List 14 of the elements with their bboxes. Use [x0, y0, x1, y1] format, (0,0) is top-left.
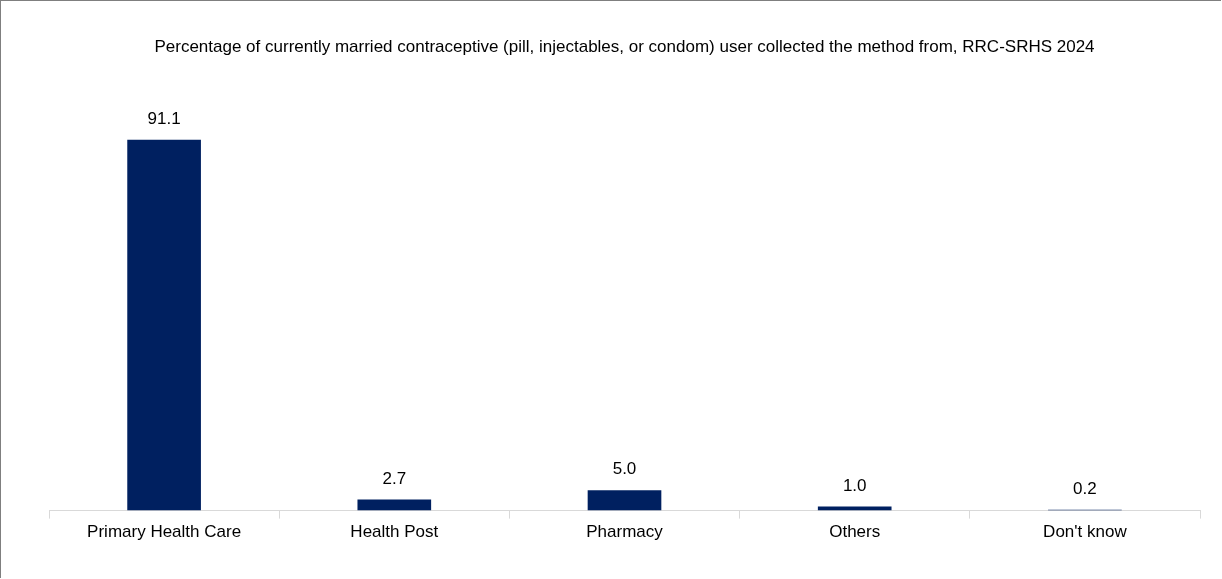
data-label: 91.1 — [147, 108, 181, 128]
x-tick-label: Pharmacy — [586, 522, 664, 542]
bar — [357, 499, 432, 511]
bar — [127, 139, 201, 511]
x-tick-label: Primary Health Care — [87, 522, 242, 542]
x-tick-label: Health Post — [350, 522, 439, 542]
chart-title: Percentage of currently married contraceptive (pill, injectables, or condom) user collected the method from, RRC-SRHS 2024 — [154, 36, 1095, 56]
data-label: 1.0 — [842, 475, 867, 495]
x-tick-label: Don't know — [1043, 522, 1128, 542]
x-tick-label: Others — [829, 522, 881, 542]
data-label: 0.2 — [1073, 478, 1097, 498]
bar — [587, 490, 662, 511]
data-label: 2.7 — [382, 468, 407, 488]
data-label: 5.0 — [612, 459, 637, 479]
